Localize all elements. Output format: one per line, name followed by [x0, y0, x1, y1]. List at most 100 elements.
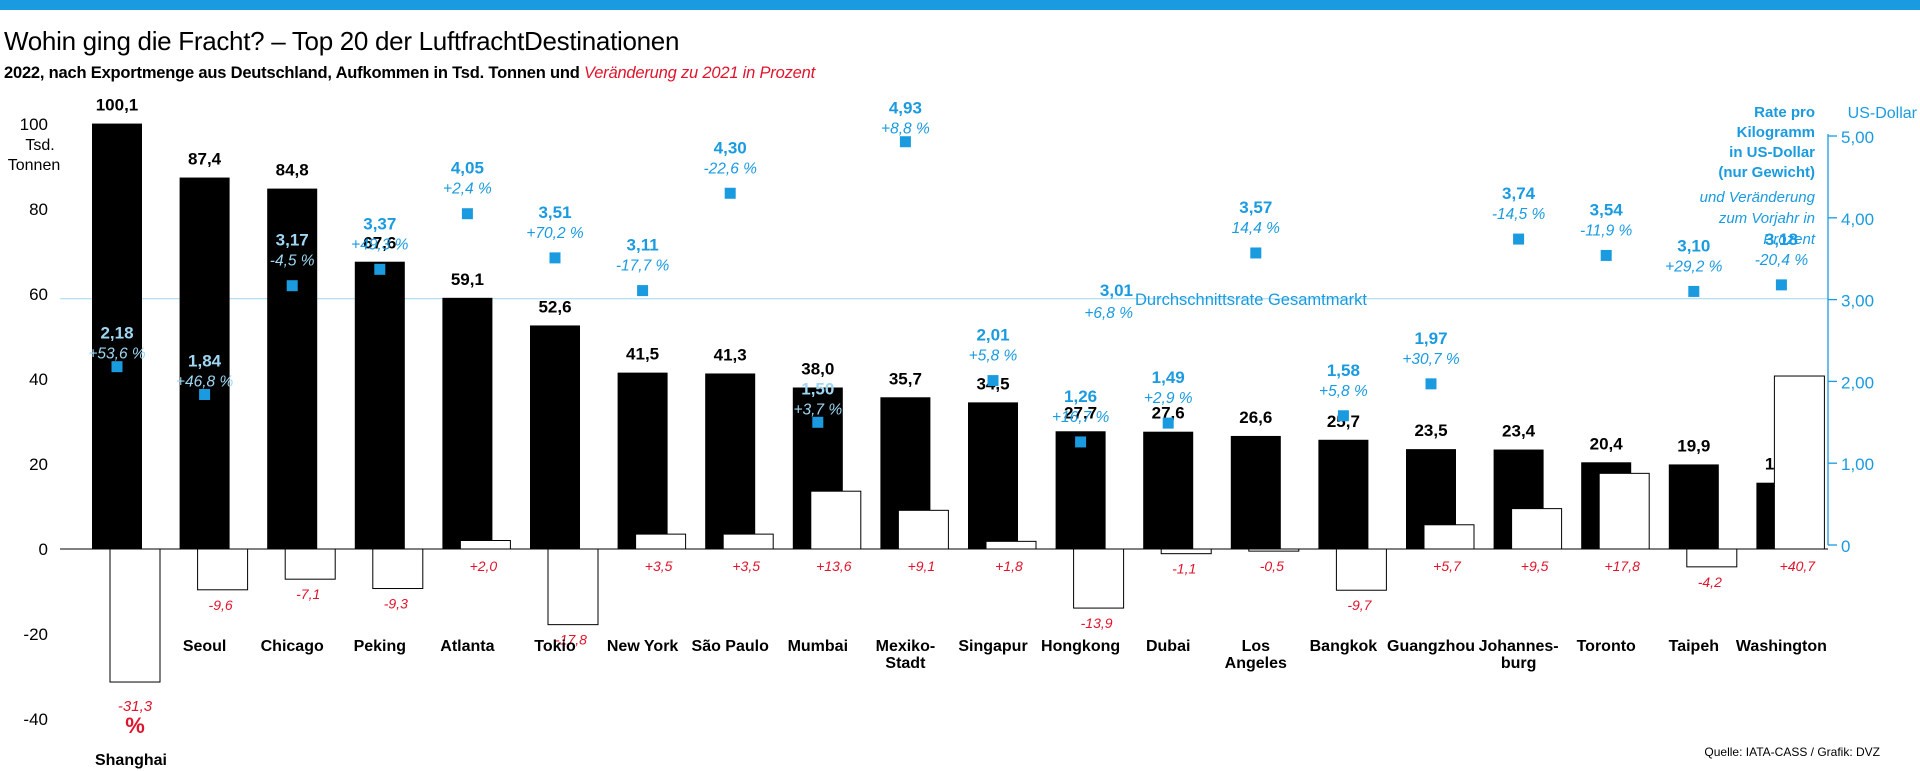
category-label: Toronto — [1577, 638, 1636, 655]
rate-marker — [1425, 378, 1437, 390]
change-bar — [1073, 548, 1125, 609]
tonnage-value-label: 84,8 — [276, 161, 309, 180]
rate-value-label: 1,58 — [1327, 361, 1360, 380]
tonnage-value-label: 41,5 — [626, 345, 659, 364]
rate-value-label: 2,18 — [100, 324, 133, 343]
change-value-label: +9,5 — [1521, 558, 1549, 574]
change-bar — [1511, 508, 1563, 550]
left-axis-tick-label: 0 — [39, 540, 48, 559]
tonnage-bar — [968, 402, 1018, 549]
rate-value-label: 1,26 — [1064, 387, 1097, 406]
rate-value-label: 4,93 — [889, 99, 922, 118]
rate-change-label: -17,7 % — [616, 258, 670, 275]
rate-change-label: +2,9 % — [1144, 390, 1193, 407]
tonnage-value-label: 19,9 — [1677, 436, 1710, 455]
right-axis-tick-label: 4,00 — [1841, 210, 1874, 229]
category-label: Singapur — [958, 638, 1027, 655]
rate-value-label: 1,49 — [1152, 368, 1185, 387]
left-axis-tick-label: 40 — [29, 370, 48, 389]
left-axis-tick-label: 20 — [29, 455, 48, 474]
rate-marker — [1250, 247, 1262, 259]
average-rate-value: 3,01 — [1100, 281, 1133, 300]
rate-marker — [1513, 233, 1525, 245]
rate-marker — [987, 375, 999, 387]
rate-marker — [1075, 436, 1087, 448]
rate-change-label: +46,8 % — [176, 373, 234, 390]
category-label: Mumbai — [788, 638, 848, 655]
change-bar — [635, 533, 687, 550]
rate-change-label: -22,6 % — [703, 160, 757, 177]
category-label: Shanghai — [95, 752, 167, 769]
change-bar — [722, 533, 774, 550]
change-bar — [372, 548, 424, 590]
rate-marker — [1337, 410, 1349, 422]
tonnage-value-label: 52,6 — [538, 297, 571, 316]
left-axis-tick-label: -20 — [23, 625, 48, 644]
tonnage-bar — [1668, 464, 1719, 549]
rate-legend-text: in US-Dollar — [1729, 144, 1815, 161]
subtitle-change: Veränderung zu 2021 in Prozent — [584, 64, 815, 82]
rate-change-label: +16,7 % — [1052, 409, 1110, 426]
change-value-label: +2,0 — [470, 558, 498, 574]
change-value-label: +9,1 — [908, 558, 936, 574]
rate-value-label: 1,84 — [188, 351, 222, 370]
top-accent-bar — [0, 0, 1920, 10]
change-value-label: +3,5 — [732, 558, 760, 574]
category-label: Seoul — [183, 638, 227, 655]
change-bar — [897, 509, 949, 550]
change-unit-label: % — [125, 713, 145, 738]
tonnage-bar — [442, 297, 493, 549]
change-value-label: +1,8 — [995, 558, 1023, 574]
category-label: Stadt — [885, 655, 926, 672]
rate-marker — [199, 388, 211, 400]
tonnage-value-label: 41,3 — [714, 345, 747, 364]
rate-marker — [374, 263, 386, 275]
rate-marker — [111, 361, 123, 373]
change-bar — [547, 548, 599, 626]
change-bar — [1335, 548, 1387, 591]
rate-change-label: -11,9 % — [1580, 222, 1632, 239]
rate-change-label: 14,4 % — [1232, 220, 1280, 237]
rate-marker — [812, 416, 824, 428]
rate-change-label: +49,3 % — [351, 236, 409, 253]
left-axis-tick-label: 60 — [29, 285, 48, 304]
category-label: Chicago — [261, 638, 324, 655]
subtitle-main: 2022, nach Exportmenge aus Deutschland, … — [4, 64, 580, 82]
rate-marker — [1162, 417, 1174, 429]
chart-subtitle: 2022, nach Exportmenge aus Deutschland, … — [4, 64, 815, 83]
tonnage-bar — [92, 123, 142, 549]
tonnage-bar — [1143, 431, 1194, 549]
average-rate-label: Durchschnittsrate Gesamtmarkt — [1135, 291, 1367, 309]
rate-value-label: 3,10 — [1677, 236, 1710, 255]
change-value-label: -1,1 — [1172, 561, 1196, 577]
left-axis-unit-label: Tsd. — [25, 137, 54, 154]
rate-legend-text: zum Vorjahr in — [1718, 210, 1815, 227]
change-value-label: -9,7 — [1347, 597, 1372, 613]
change-bar — [109, 548, 161, 683]
rate-value-label: 3,57 — [1239, 198, 1272, 217]
rate-marker — [899, 136, 911, 148]
right-axis-unit-label: US-Dollar — [1848, 105, 1918, 122]
tonnage-bar — [530, 325, 580, 549]
category-label: Washington — [1736, 638, 1827, 655]
change-value-label: +13,6 — [816, 558, 852, 574]
rate-legend-text: (nur Gewicht) — [1718, 164, 1815, 181]
category-label: Guangzhou — [1387, 638, 1475, 655]
change-bar — [1423, 524, 1475, 550]
category-label: Hongkong — [1041, 638, 1120, 655]
tonnage-bar — [1230, 435, 1281, 549]
rate-marker — [286, 280, 298, 292]
change-value-label: +40,7 — [1780, 558, 1817, 574]
change-value-label: -4,2 — [1698, 574, 1722, 590]
change-bar — [1160, 548, 1212, 555]
category-label: Peking — [354, 638, 406, 655]
tonnage-value-label: 20,4 — [1590, 434, 1624, 453]
right-axis-tick-label: 0 — [1841, 537, 1850, 556]
rate-change-label: +30,7 % — [1402, 351, 1460, 368]
tonnage-bar — [179, 177, 230, 550]
right-axis-tick-label: 2,00 — [1841, 373, 1874, 392]
rate-value-label: 3,11 — [627, 236, 659, 255]
tonnage-value-label: 23,5 — [1414, 421, 1447, 440]
rate-change-label: +70,2 % — [526, 225, 584, 242]
rate-legend-text: Rate pro — [1754, 104, 1815, 121]
